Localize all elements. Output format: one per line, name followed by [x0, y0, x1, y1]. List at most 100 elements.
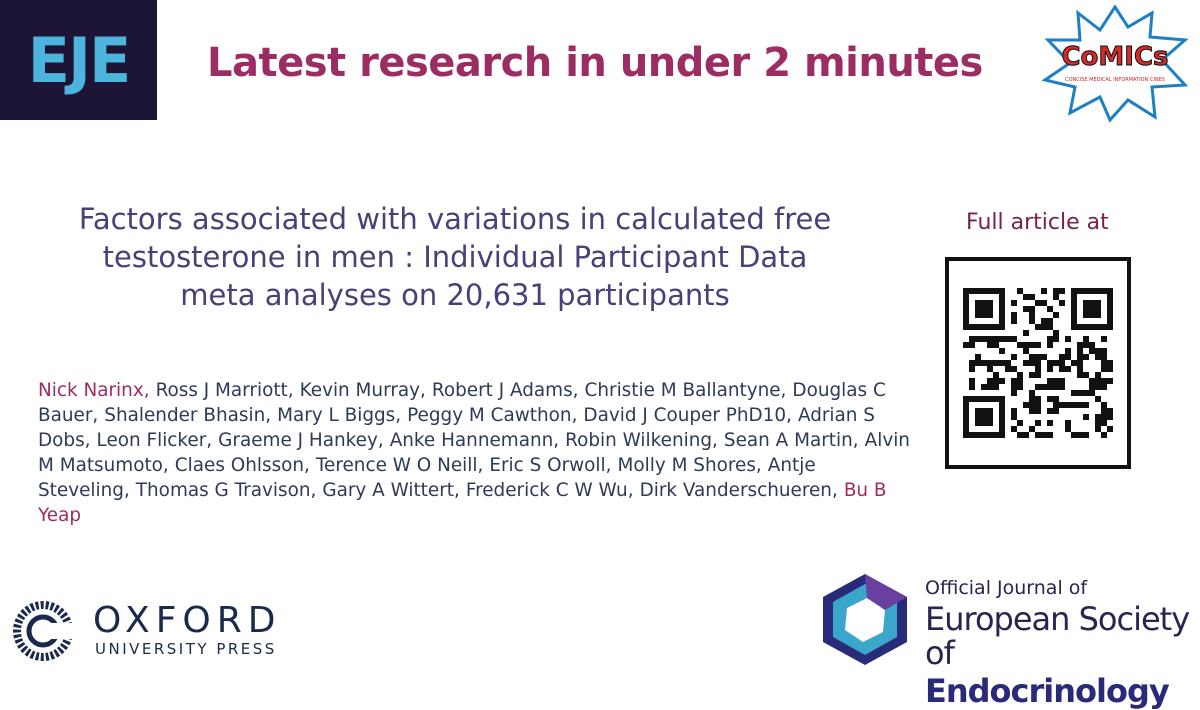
qr-module	[1011, 312, 1017, 318]
qr-module	[1101, 354, 1107, 360]
qr-module	[1059, 366, 1065, 372]
qr-module	[1029, 294, 1035, 300]
comics-logo: CoMICs CONCISE MEDICAL INFORMATION CINES	[1041, 5, 1189, 123]
qr-module	[975, 300, 993, 318]
qr-module	[1077, 402, 1083, 408]
qr-module	[1047, 396, 1053, 402]
qr-module	[1047, 306, 1053, 312]
qr-module	[1035, 420, 1041, 426]
qr-module	[1029, 318, 1035, 324]
qr-module	[1101, 384, 1107, 390]
author: Adrian S Dobs,	[38, 405, 875, 451]
qr-module	[1095, 420, 1101, 426]
qr-module	[1083, 432, 1089, 438]
qr-module	[1047, 408, 1053, 414]
qr-module	[987, 366, 993, 372]
qr-module	[1053, 402, 1059, 408]
qr-module	[1053, 384, 1059, 390]
qr-module	[1065, 348, 1071, 354]
qr-module	[1035, 324, 1041, 330]
qr-module	[999, 348, 1005, 354]
qr-label: Full article at	[966, 210, 1109, 235]
ese-line3-prefix: of	[925, 634, 955, 672]
qr-module	[1041, 354, 1047, 360]
qr-module	[1029, 408, 1035, 414]
qr-module	[1017, 372, 1023, 378]
qr-module	[1011, 414, 1017, 420]
qr-module	[981, 336, 987, 342]
qr-module	[1095, 426, 1101, 432]
qr-module	[1053, 396, 1059, 402]
qr-code	[963, 288, 1113, 438]
qr-module	[1107, 378, 1113, 384]
qr-module	[1047, 342, 1053, 348]
author: Shalender Bhasin,	[104, 405, 272, 426]
ese-emblem	[823, 574, 907, 665]
qr-module	[993, 372, 999, 378]
qr-module	[963, 342, 969, 348]
author: Molly M Shores,	[617, 455, 762, 476]
ese-line3: of Endocrinology	[925, 634, 1200, 710]
qr-module	[1011, 366, 1017, 372]
qr-module	[987, 336, 993, 342]
qr-module	[1035, 366, 1041, 372]
qr-module	[1077, 354, 1083, 360]
qr-module	[1029, 426, 1035, 432]
qr-module	[999, 360, 1005, 366]
qr-module	[1083, 342, 1089, 348]
qr-module	[1053, 330, 1059, 336]
qr-module	[1071, 432, 1077, 438]
qr-module	[1059, 402, 1065, 408]
qr-module	[981, 384, 987, 390]
qr-module	[1011, 318, 1017, 324]
qr-code-frame	[945, 257, 1131, 469]
author: Dirk Vanderschueren,	[639, 480, 838, 501]
qr-module	[1053, 378, 1059, 384]
qr-module	[1065, 354, 1071, 360]
qr-module	[1035, 396, 1041, 402]
qr-module	[1077, 348, 1083, 354]
qr-module	[1077, 342, 1083, 348]
qr-module	[1041, 318, 1047, 324]
qr-module	[993, 342, 999, 348]
qr-module	[1053, 312, 1059, 318]
author-list: Nick Narinx, Ross J Marriott, Kevin Murray…	[38, 378, 928, 528]
qr-module	[1017, 378, 1023, 384]
qr-module	[1035, 402, 1041, 408]
qr-module	[1017, 288, 1023, 294]
qr-module	[1095, 396, 1101, 402]
qr-module	[1047, 432, 1053, 438]
qr-module	[1077, 390, 1083, 396]
eje-logo: EJE	[0, 0, 157, 120]
qr-module	[1029, 312, 1035, 318]
qr-module	[1059, 378, 1065, 384]
qr-module	[1035, 432, 1041, 438]
author: Anke Hannemann,	[389, 430, 560, 451]
qr-module	[969, 342, 975, 348]
qr-module	[987, 384, 993, 390]
qr-module	[1017, 420, 1023, 426]
qr-module	[1029, 342, 1035, 348]
title-line: Factors associated with variations in ca…	[78, 202, 832, 236]
qr-module	[1101, 432, 1107, 438]
qr-module	[1017, 342, 1023, 348]
qr-module	[1101, 402, 1107, 408]
qr-module	[1095, 372, 1101, 378]
oup-sub: UNIVERSITY PRESS	[95, 640, 277, 658]
oup-name: OXFORD	[93, 600, 282, 641]
qr-module	[1035, 300, 1041, 306]
comics-name: CoMICs	[1061, 42, 1168, 72]
qr-module	[1101, 360, 1107, 366]
qr-module	[1089, 378, 1095, 384]
qr-module	[1047, 420, 1053, 426]
qr-module	[1101, 378, 1107, 384]
qr-module	[1041, 300, 1047, 306]
author: Bu B Yeap	[38, 480, 887, 526]
qr-module	[1101, 408, 1107, 414]
qr-module	[1065, 366, 1071, 372]
qr-module	[1041, 288, 1047, 294]
qr-module	[1065, 402, 1071, 408]
qr-module	[1065, 426, 1071, 432]
qr-module	[969, 360, 975, 366]
qr-module	[1107, 366, 1113, 372]
